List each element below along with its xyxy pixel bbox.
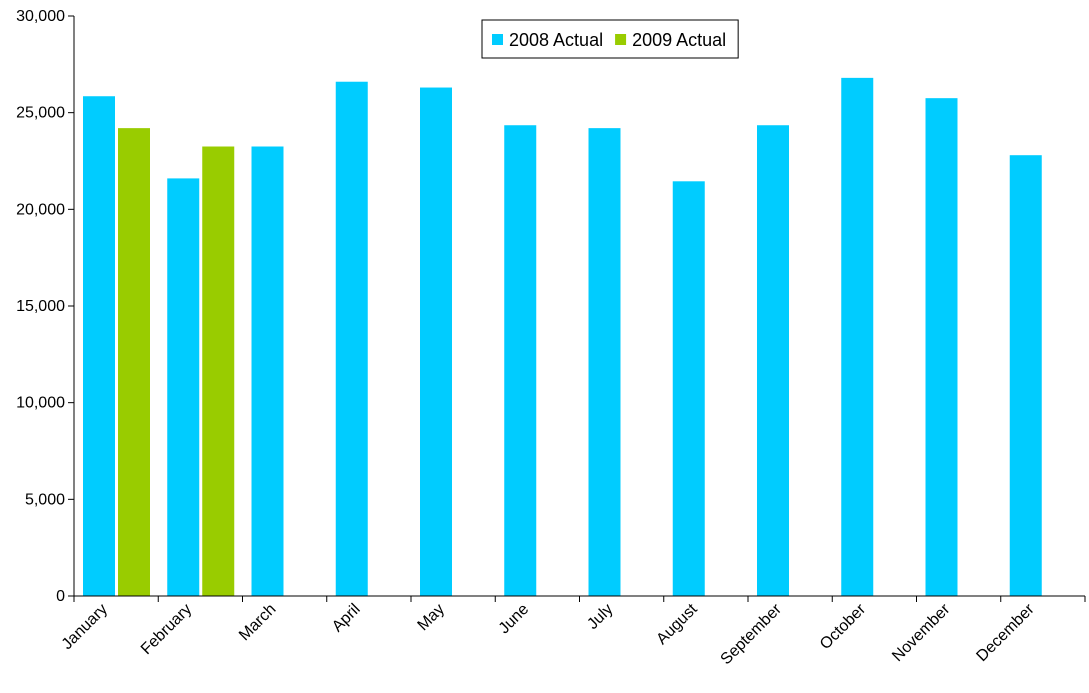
x-tick-label: April [329,601,364,636]
bar-series-1 [420,87,452,597]
bars-group [83,77,1042,597]
bar-series-1 [925,98,958,597]
bar-series-1 [335,81,368,596]
x-tick-label: December [973,600,1038,665]
bar-series-1 [167,178,200,596]
bar-series-1 [588,128,621,596]
x-tick-label: August [653,600,701,648]
y-tick-label: 5,000 [25,491,65,508]
bar-series-1 [757,125,789,596]
legend-swatch [492,34,503,45]
x-tick-label: March [236,601,279,644]
x-axis-ticks: January February March April May June July Augu… [59,596,1086,668]
x-tick-label: November [889,600,954,665]
x-tick-label: September [718,600,786,668]
x-tick-label: June [496,601,533,638]
bar-series-1 [1009,155,1042,596]
y-axis-ticks: 0 5,000 10,000 15,000 20,000 25,000 30,000 [16,8,74,605]
bar-series-1 [672,181,705,597]
x-tick-label: January [59,601,111,653]
legend-swatch [615,34,627,45]
y-tick-label: 15,000 [16,298,65,315]
legend: 2008 Actual 2009 Actual [481,19,739,59]
x-tick-label: February [138,601,195,658]
bar-series-1 [504,125,537,596]
y-tick-label: 20,000 [16,201,65,218]
legend-box [481,19,739,59]
bar-series-2 [202,146,235,596]
x-tick-label: May [415,601,448,634]
bar-series-2 [118,128,150,596]
legend-label: 2008 Actual [509,30,603,50]
legend-label: 2009 Actual [632,30,726,50]
y-tick-label: 0 [56,588,65,605]
x-tick-label: October [817,600,870,653]
y-tick-label: 10,000 [16,395,65,412]
x-tick-label: July [584,601,616,633]
bar-series-1 [83,96,115,596]
y-tick-label: 25,000 [16,105,65,122]
bar-series-1 [251,146,284,596]
bar-series-1 [841,77,874,596]
y-tick-label: 30,000 [16,8,65,25]
